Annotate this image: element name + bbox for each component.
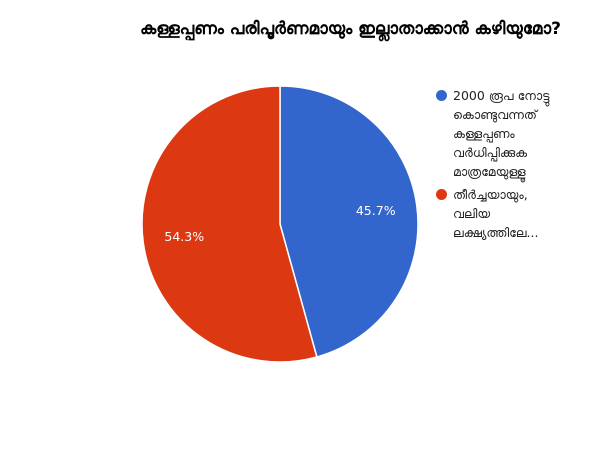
legend: 2000 രൂപ നോട്ടു കൊണ്ടുവന്നത് കള്ളപ്പണം വ… xyxy=(436,86,596,246)
legend-swatch-1 xyxy=(436,189,447,200)
chart-title: കള്ളപ്പണം പരിപൂർണമായും ഇല്ലാതാക്കാൻ കഴിയ… xyxy=(140,19,561,39)
pie-slice-0[interactable] xyxy=(279,85,419,358)
legend-swatch-0 xyxy=(436,90,447,101)
legend-label-0: 2000 രൂപ നോട്ടു കൊണ്ടുവന്നത് കള്ളപ്പണം വ… xyxy=(453,88,550,179)
legend-label-1: തീർച്ചയായും, വലിയ ലക്ഷ്യത്തിലേ... xyxy=(453,187,539,240)
pie-slice-1[interactable] xyxy=(141,85,318,363)
legend-item-0[interactable]: 2000 രൂപ നോട്ടു കൊണ്ടുവന്നത് കള്ളപ്പണം വ… xyxy=(436,86,596,181)
legend-item-1[interactable]: തീർച്ചയായും, വലിയ ലക്ഷ്യത്തിലേ... xyxy=(436,185,596,242)
slice-label-0: 45.7% xyxy=(356,203,396,218)
slice-label-1: 54.3% xyxy=(164,229,204,244)
